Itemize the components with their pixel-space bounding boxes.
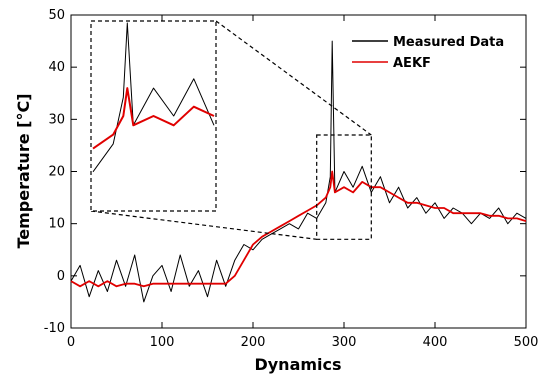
legend: Measured Data AEKF (352, 35, 504, 71)
y-tick-label: 40 (48, 60, 65, 75)
inset-line-aekf (92, 87, 215, 150)
y-tick-label: -10 (44, 321, 65, 336)
x-tick-label: 200 (241, 335, 266, 350)
y-tick-label: 0 (57, 269, 65, 284)
x-tick-label: 300 (332, 335, 357, 350)
y-tick-label: 10 (48, 217, 65, 232)
legend-measured-label: Measured Data (393, 35, 504, 50)
x-tick-label: 400 (423, 335, 448, 350)
y-tick-label: 50 (48, 8, 65, 23)
series-layer (70, 40, 527, 303)
legend-aekf-label: AEKF (393, 56, 431, 71)
x-axis-title: Dynamics (254, 355, 341, 374)
inset-plot (92, 22, 215, 173)
y-tick-label: 30 (48, 112, 65, 127)
y-axis-ticks: -10 0 10 20 30 40 50 (44, 8, 526, 336)
x-tick-label: 0 (67, 335, 75, 350)
x-tick-label: 100 (150, 335, 175, 350)
zoom-region-box (316, 134, 372, 240)
x-tick-label: 500 (514, 335, 539, 350)
zoom-connector-bottom (90, 210, 317, 240)
zoom-connector-top (215, 20, 372, 136)
inset-frame (90, 20, 217, 212)
x-axis-ticks: 0 100 200 300 400 500 (67, 15, 539, 350)
y-tick-label: 20 (48, 165, 65, 180)
y-axis-title: Temperature [°C] (14, 93, 33, 248)
series-line-aekf (70, 170, 527, 288)
